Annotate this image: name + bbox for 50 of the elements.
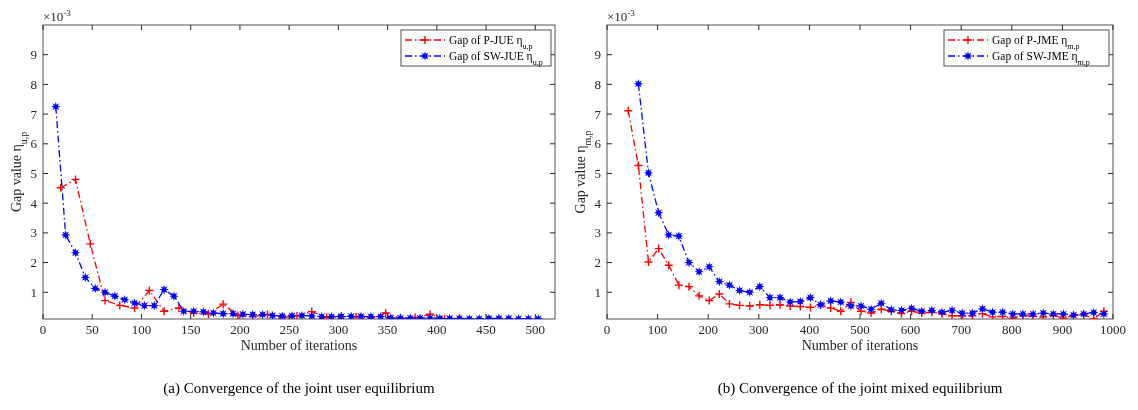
x-tick-label: 800	[1002, 322, 1022, 337]
x-tick-label: 350	[377, 322, 398, 337]
x-tick-label: 0	[603, 322, 611, 337]
y-tick-label: 8	[30, 76, 37, 92]
x-tick-label: 250	[279, 322, 299, 337]
y-tick-label: 8	[594, 76, 601, 92]
text: ×10$^{-3}$	[607, 8, 636, 24]
legend-label: Gap of P-JME η$_{m,p}$	[992, 34, 1080, 51]
x-axis-title: Number of iterations	[801, 338, 919, 353]
x-tick-label: 400	[427, 322, 447, 337]
x-tick-label: 100	[647, 322, 668, 337]
x-tick-label: 50	[85, 322, 99, 337]
y-tick-label: 2	[30, 255, 37, 271]
legend-label: Gap of SW-JME η$_{m,p}$	[992, 50, 1090, 67]
legend-label: Gap of SW-JUE η$_{u,p}$	[449, 50, 543, 67]
y-tick-label: 9	[594, 47, 601, 63]
x-tick-label: 200	[698, 322, 718, 337]
x-tick-label: 400	[799, 322, 820, 337]
x-tick-label: 100	[131, 322, 152, 337]
y-tick-label: 5	[30, 165, 37, 181]
y-tick-label: 3	[594, 225, 601, 241]
y-tick-label: 1	[30, 284, 37, 300]
x-tick-label: 300	[328, 322, 349, 337]
x-tick-label: 700	[951, 322, 971, 337]
y-tick-label: 6	[594, 136, 602, 152]
x-tick-label: 150	[180, 322, 201, 337]
x-tick-label: 900	[1052, 322, 1073, 337]
y-tick-label: 7	[594, 106, 602, 122]
x-tick-label: 300	[749, 322, 769, 337]
text: ×10$^{-3}$	[43, 8, 72, 24]
x-tick-label: 200	[230, 322, 250, 337]
y-tick-label: 9	[30, 47, 37, 63]
y-tick-label: 1	[594, 284, 601, 300]
y-tick-label: 4	[30, 195, 38, 211]
x-axis-title: Number of iterations	[240, 338, 358, 353]
x-tick-label: 450	[476, 322, 496, 337]
text: (a) Convergence of the joint user equilibrium	[163, 380, 435, 397]
y-tick-label: 4	[594, 195, 602, 211]
y-tick-label: 6	[30, 136, 38, 152]
y-tick-label: 7	[30, 106, 38, 122]
x-tick-label: 500	[850, 322, 870, 337]
x-tick-label: 600	[900, 322, 921, 337]
text: (b) Convergence of the joint mixed equilibrium	[717, 380, 1003, 397]
y-tick-label: 5	[594, 165, 601, 181]
x-tick-label: 500	[525, 322, 546, 337]
x-tick-label: 1000	[1100, 322, 1126, 337]
legend-label: Gap of P-JUE η$_{u,p}$	[449, 34, 533, 51]
y-tick-label: 2	[594, 255, 601, 271]
y-tick-label: 3	[30, 225, 37, 241]
x-tick-label: 0	[39, 322, 47, 337]
